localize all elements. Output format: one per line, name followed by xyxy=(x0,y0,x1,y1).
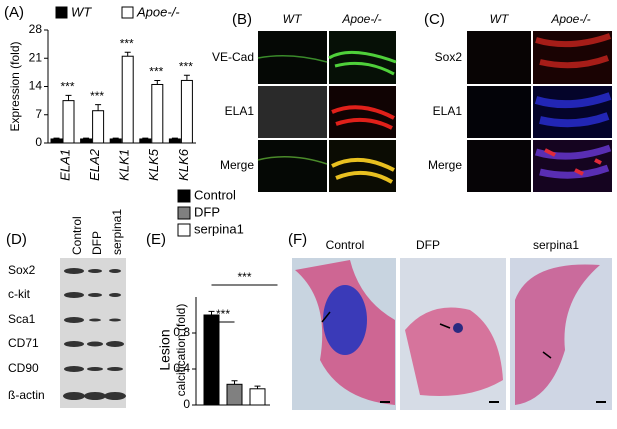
error-bar xyxy=(95,104,102,111)
significance: *** xyxy=(237,270,251,284)
significance: *** xyxy=(149,65,163,79)
y-tick-label: 0 xyxy=(183,397,190,411)
y-tick-label: 14 xyxy=(29,79,43,93)
row-label: Merge xyxy=(220,158,254,172)
column-label: Control xyxy=(70,216,84,255)
y-tick-label: 7 xyxy=(35,107,42,121)
error-bar xyxy=(65,94,72,101)
bar xyxy=(180,79,193,144)
bar xyxy=(62,100,75,144)
y-axis-label: Expression (fold) xyxy=(8,41,22,131)
legend-label: Control xyxy=(194,187,236,202)
significance: *** xyxy=(216,307,230,321)
error-bar xyxy=(154,79,161,85)
error-bar xyxy=(112,137,119,139)
column-label: Apoe-/- xyxy=(550,12,590,26)
significance: *** xyxy=(179,59,193,73)
row-label: VE-Cad xyxy=(212,50,254,64)
bar xyxy=(249,388,266,406)
bar xyxy=(92,110,105,144)
significance: *** xyxy=(90,89,104,103)
error-bar xyxy=(231,380,238,385)
column-label: DFP xyxy=(416,238,440,252)
y-tick-label: 0.4 xyxy=(173,361,190,375)
row-label: Sox2 xyxy=(435,50,463,64)
column-label: WT xyxy=(283,12,303,26)
legend-swatch xyxy=(55,6,68,19)
micrographs-b xyxy=(257,31,397,192)
y-tick-label: 21 xyxy=(29,50,43,64)
significance: *** xyxy=(60,80,74,94)
significance: *** xyxy=(120,36,134,50)
error-bar xyxy=(124,51,131,57)
x-tick-label: KLK6 xyxy=(176,148,191,181)
bar xyxy=(203,314,220,406)
y-tick-label: 0.8 xyxy=(173,325,190,339)
column-label: Control xyxy=(326,238,365,252)
histology xyxy=(292,258,612,410)
column-label: WT xyxy=(490,12,510,26)
error-bar xyxy=(208,310,215,315)
row-label: c-kit xyxy=(8,287,31,301)
bar xyxy=(168,138,181,144)
error-bar xyxy=(183,74,190,81)
row-label: CD90 xyxy=(8,361,39,375)
y-tick-label: 0 xyxy=(35,135,42,149)
panel-label: (D) xyxy=(6,231,27,248)
bar xyxy=(80,138,93,144)
panel-label: (B) xyxy=(232,11,252,28)
panel-label: (C) xyxy=(424,11,445,28)
column-label: serpina1 xyxy=(110,209,124,255)
error-bar xyxy=(53,137,60,139)
y-axis-label: calcification (fold) xyxy=(174,304,188,397)
legend-swatch xyxy=(177,206,191,220)
y-axis-label: Lesion xyxy=(157,329,173,370)
legend-label: WT xyxy=(71,4,92,19)
column-label: serpina1 xyxy=(533,238,579,252)
panel-label: (E) xyxy=(146,231,166,248)
row-label: ELA1 xyxy=(225,104,255,118)
micrographs-c xyxy=(467,31,612,192)
panel-label: (A) xyxy=(4,4,24,21)
row-label: Merge xyxy=(428,158,462,172)
x-tick-label: KLK5 xyxy=(146,148,161,181)
x-tick-label: ELA1 xyxy=(57,149,72,181)
column-label: DFP xyxy=(90,231,104,255)
error-bar xyxy=(254,385,261,389)
panel-label: (F) xyxy=(288,231,307,248)
error-bar xyxy=(142,137,149,139)
row-label: CD71 xyxy=(8,336,39,350)
x-tick-label: ELA2 xyxy=(87,148,102,181)
legend-label: Apoe-/- xyxy=(136,4,180,19)
row-label: ß-actin xyxy=(8,388,45,402)
row-label: Sox2 xyxy=(8,263,36,277)
bar xyxy=(121,55,134,144)
western-blot xyxy=(60,258,126,408)
error-bar xyxy=(83,137,90,139)
bar xyxy=(139,138,152,144)
y-tick-label: 28 xyxy=(29,22,43,36)
column-label: Apoe-/- xyxy=(341,12,381,26)
legend-swatch xyxy=(177,189,191,203)
bar xyxy=(226,383,243,406)
legend-label: serpina1 xyxy=(194,221,244,236)
row-label: ELA1 xyxy=(433,104,463,118)
legend-swatch xyxy=(121,6,134,19)
bar xyxy=(109,138,122,144)
error-bar xyxy=(171,137,178,139)
row-label: Sca1 xyxy=(8,312,36,326)
legend-swatch xyxy=(177,223,191,237)
bar xyxy=(50,138,63,144)
x-tick-label: KLK1 xyxy=(117,149,132,181)
legend-label: DFP xyxy=(194,204,220,219)
bar xyxy=(151,83,164,144)
